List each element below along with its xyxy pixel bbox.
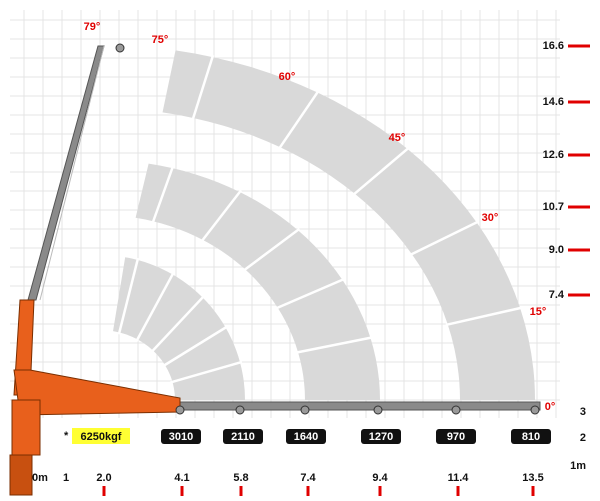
distance-tick <box>378 486 382 496</box>
angle-label: 60° <box>279 71 296 83</box>
angle-label: 79° <box>84 21 101 33</box>
angle-label: 75° <box>152 34 169 46</box>
distance-tick <box>239 486 243 496</box>
load-badge <box>223 429 263 444</box>
load-badge <box>436 429 476 444</box>
distance-label: 2.0 <box>96 472 111 484</box>
distance-label: 1 <box>63 472 69 484</box>
height-label: 12.6 <box>543 149 564 161</box>
note-mark: * <box>64 430 69 442</box>
height-tick <box>568 205 590 209</box>
load-value: 1640 <box>294 431 318 443</box>
load-value: 970 <box>447 431 465 443</box>
band-divider <box>242 227 301 272</box>
note-load: 6250kgf <box>81 431 122 443</box>
load-badge <box>361 429 401 444</box>
band-divider <box>275 277 345 310</box>
distance-tick <box>531 486 535 496</box>
band-divider <box>150 295 205 353</box>
load-band <box>162 50 535 400</box>
load-value: 810 <box>522 431 540 443</box>
band-divider <box>409 220 480 257</box>
height-label: 7.4 <box>549 289 565 301</box>
load-badge <box>511 429 551 444</box>
load-badge <box>286 429 326 444</box>
crane-boom <box>9 43 541 496</box>
band-divider <box>170 360 243 384</box>
note-box <box>72 428 130 444</box>
angle-label: 45° <box>389 132 406 144</box>
load-band <box>113 257 245 400</box>
band-divider <box>295 336 373 354</box>
height-tick <box>568 153 590 157</box>
distance-label: 11.4 <box>448 472 470 484</box>
height-label: 2 <box>580 432 586 444</box>
height-label: 16.6 <box>543 40 564 52</box>
distance-tick <box>180 486 184 496</box>
distance-label: 7.4 <box>300 472 316 484</box>
angle-label: 0° <box>545 401 556 413</box>
band-divider <box>135 272 175 342</box>
load-badges: 3010 2110 1640 1270 970 810 <box>161 429 551 444</box>
height-tick <box>568 100 590 104</box>
distance-label: 5.8 <box>233 472 248 484</box>
height-label: 1m <box>570 460 586 472</box>
band-divider <box>352 146 410 196</box>
angle-label: 15° <box>530 306 547 318</box>
height-tick <box>568 248 590 252</box>
height-scale: 16.6 14.6 12.6 10.7 9.0 7.4 3 2 1m <box>543 40 590 472</box>
angle-label: 30° <box>482 212 499 224</box>
distance-scale: 0m 1 2.0 4.1 5.8 7.4 9.4 11.4 13.5 <box>32 472 544 496</box>
height-label: 14.6 <box>543 96 564 108</box>
height-tick <box>568 293 590 297</box>
band-divider <box>200 189 242 243</box>
distance-tick <box>456 486 460 496</box>
load-value: 2110 <box>231 431 255 443</box>
distance-label: 4.1 <box>174 472 189 484</box>
distance-label: 0m <box>32 472 48 484</box>
band-divider <box>191 54 215 121</box>
load-bands <box>113 50 535 400</box>
band-divider <box>151 165 175 224</box>
load-band <box>135 163 380 400</box>
band-divider <box>445 306 523 327</box>
load-value: 3010 <box>169 431 193 443</box>
height-label: 3 <box>580 406 586 418</box>
distance-tick <box>306 486 310 496</box>
load-badge <box>161 429 201 444</box>
distance-label: 9.4 <box>372 472 388 484</box>
distance-tick <box>102 486 106 496</box>
band-divider <box>117 257 140 335</box>
band-divider <box>162 325 228 368</box>
band-divider <box>277 90 320 150</box>
height-tick <box>568 44 590 48</box>
height-label: 10.7 <box>543 201 564 213</box>
height-label: 9.0 <box>549 244 564 256</box>
load-value: 1270 <box>369 431 393 443</box>
distance-label: 13.5 <box>522 472 543 484</box>
